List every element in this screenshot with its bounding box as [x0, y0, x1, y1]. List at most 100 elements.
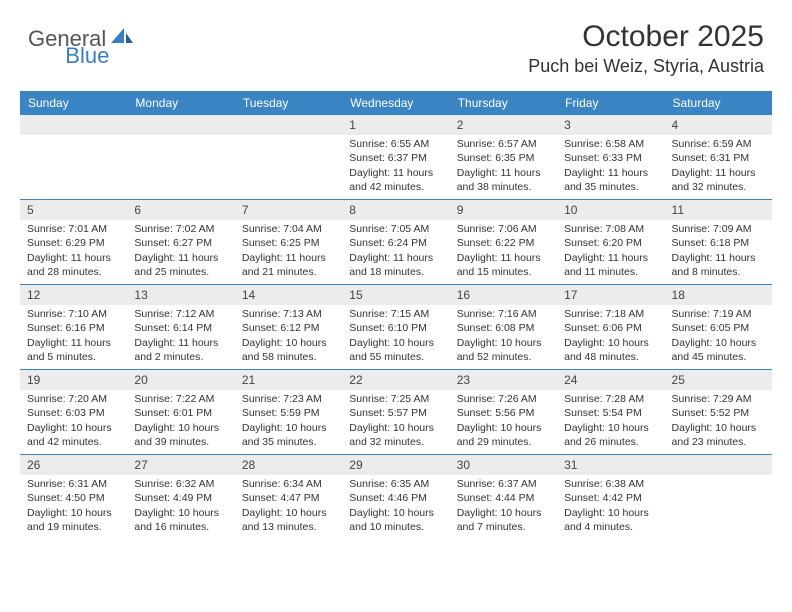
- day-number: 4: [665, 115, 772, 135]
- sunrise-text: Sunrise: 7:05 AM: [349, 222, 442, 236]
- sunrise-text: Sunrise: 6:59 AM: [672, 137, 765, 151]
- day-info: Sunrise: 6:35 AMSunset: 4:46 PMDaylight:…: [342, 475, 449, 538]
- day-number: 2: [450, 115, 557, 135]
- daylight-text: Daylight: 11 hours and 2 minutes.: [134, 336, 227, 364]
- sunrise-text: Sunrise: 6:55 AM: [349, 137, 442, 151]
- day-info: Sunrise: 6:59 AMSunset: 6:31 PMDaylight:…: [665, 135, 772, 198]
- daylight-text: Daylight: 11 hours and 15 minutes.: [457, 251, 550, 279]
- day-cell: 28Sunrise: 6:34 AMSunset: 4:47 PMDayligh…: [235, 455, 342, 539]
- day-cell: 11Sunrise: 7:09 AMSunset: 6:18 PMDayligh…: [665, 200, 772, 284]
- daylight-text: Daylight: 11 hours and 11 minutes.: [564, 251, 657, 279]
- daylight-text: Daylight: 10 hours and 42 minutes.: [27, 421, 120, 449]
- day-info: Sunrise: 6:34 AMSunset: 4:47 PMDaylight:…: [235, 475, 342, 538]
- weekday-header-row: SundayMondayTuesdayWednesdayThursdayFrid…: [20, 91, 772, 115]
- daylight-text: Daylight: 11 hours and 18 minutes.: [349, 251, 442, 279]
- sunset-text: Sunset: 6:03 PM: [27, 406, 120, 420]
- day-number: 1: [342, 115, 449, 135]
- day-info: Sunrise: 6:58 AMSunset: 6:33 PMDaylight:…: [557, 135, 664, 198]
- daylight-text: Daylight: 11 hours and 28 minutes.: [27, 251, 120, 279]
- sunset-text: Sunset: 6:16 PM: [27, 321, 120, 335]
- sunset-text: Sunset: 6:33 PM: [564, 151, 657, 165]
- day-cell: 6Sunrise: 7:02 AMSunset: 6:27 PMDaylight…: [127, 200, 234, 284]
- day-info: Sunrise: 7:05 AMSunset: 6:24 PMDaylight:…: [342, 220, 449, 283]
- day-cell: 1Sunrise: 6:55 AMSunset: 6:37 PMDaylight…: [342, 115, 449, 199]
- day-info: Sunrise: 6:31 AMSunset: 4:50 PMDaylight:…: [20, 475, 127, 538]
- sunrise-text: Sunrise: 7:04 AM: [242, 222, 335, 236]
- day-cell: 5Sunrise: 7:01 AMSunset: 6:29 PMDaylight…: [20, 200, 127, 284]
- sunrise-text: Sunrise: 7:01 AM: [27, 222, 120, 236]
- day-cell: 16Sunrise: 7:16 AMSunset: 6:08 PMDayligh…: [450, 285, 557, 369]
- weekday-label: Friday: [557, 91, 664, 115]
- daylight-text: Daylight: 10 hours and 23 minutes.: [672, 421, 765, 449]
- day-info: Sunrise: 7:22 AMSunset: 6:01 PMDaylight:…: [127, 390, 234, 453]
- week-row: 1 Sunrise: 6:55 AMSunset: 6:37 PM Daylight…: [20, 115, 772, 199]
- sunset-text: Sunset: 5:52 PM: [672, 406, 765, 420]
- daylight-text: Daylight: 10 hours and 45 minutes.: [672, 336, 765, 364]
- sunrise-text: Sunrise: 7:13 AM: [242, 307, 335, 321]
- sunset-text: Sunset: 4:50 PM: [27, 491, 120, 505]
- day-info: Sunrise: 7:26 AMSunset: 5:56 PMDaylight:…: [450, 390, 557, 453]
- day-info: Sunrise: 7:13 AMSunset: 6:12 PMDaylight:…: [235, 305, 342, 368]
- day-info: Sunrise: 7:15 AMSunset: 6:10 PMDaylight:…: [342, 305, 449, 368]
- day-cell: 9Sunrise: 7:06 AMSunset: 6:22 PMDaylight…: [450, 200, 557, 284]
- day-cell: 27Sunrise: 6:32 AMSunset: 4:49 PMDayligh…: [127, 455, 234, 539]
- sunset-text: Sunset: 4:49 PM: [134, 491, 227, 505]
- sunrise-text: Sunrise: 7:28 AM: [564, 392, 657, 406]
- day-info: Sunrise: 7:16 AMSunset: 6:08 PMDaylight:…: [450, 305, 557, 368]
- day-info: Sunrise: 7:28 AMSunset: 5:54 PMDaylight:…: [557, 390, 664, 453]
- sunrise-text: Sunrise: 6:38 AM: [564, 477, 657, 491]
- day-info: Sunrise: 7:06 AMSunset: 6:22 PMDaylight:…: [450, 220, 557, 283]
- day-number: 9: [450, 200, 557, 220]
- sunrise-text: Sunrise: 6:37 AM: [457, 477, 550, 491]
- daylight-text: Daylight: 11 hours and 5 minutes.: [27, 336, 120, 364]
- daylight-text: Daylight: 10 hours and 35 minutes.: [242, 421, 335, 449]
- daylight-text: Daylight: 10 hours and 4 minutes.: [564, 506, 657, 534]
- weekday-label: Wednesday: [342, 91, 449, 115]
- daylight-text: Daylight: 10 hours and 7 minutes.: [457, 506, 550, 534]
- weekday-label: Thursday: [450, 91, 557, 115]
- sunset-text: Sunset: 6:22 PM: [457, 236, 550, 250]
- day-cell: 3Sunrise: 6:58 AMSunset: 6:33 PMDaylight…: [557, 115, 664, 199]
- day-number: 6: [127, 200, 234, 220]
- sunrise-text: Sunrise: 7:25 AM: [349, 392, 442, 406]
- day-cell: 30Sunrise: 6:37 AMSunset: 4:44 PMDayligh…: [450, 455, 557, 539]
- day-info: Sunrise: 7:01 AMSunset: 6:29 PMDaylight:…: [20, 220, 127, 283]
- day-info: Sunrise: 6:37 AMSunset: 4:44 PMDaylight:…: [450, 475, 557, 538]
- weekday-label: Sunday: [20, 91, 127, 115]
- day-cell: 19Sunrise: 7:20 AMSunset: 6:03 PMDayligh…: [20, 370, 127, 454]
- daylight-text: Daylight: 10 hours and 19 minutes.: [27, 506, 120, 534]
- sunset-text: Sunset: 5:54 PM: [564, 406, 657, 420]
- daylight-text: Daylight: 10 hours and 48 minutes.: [564, 336, 657, 364]
- day-number: 27: [127, 455, 234, 475]
- sunset-text: Sunset: 6:06 PM: [564, 321, 657, 335]
- day-info: Sunrise: 7:25 AMSunset: 5:57 PMDaylight:…: [342, 390, 449, 453]
- month-title: October 2025: [528, 20, 764, 54]
- day-number: 15: [342, 285, 449, 305]
- sunrise-text: Sunrise: 7:22 AM: [134, 392, 227, 406]
- day-info: Sunrise: 7:02 AMSunset: 6:27 PMDaylight:…: [127, 220, 234, 283]
- sunrise-text: Sunrise: 7:12 AM: [134, 307, 227, 321]
- week-row: 5Sunrise: 7:01 AMSunset: 6:29 PMDaylight…: [20, 199, 772, 284]
- day-cell: 18Sunrise: 7:19 AMSunset: 6:05 PMDayligh…: [665, 285, 772, 369]
- day-number: 21: [235, 370, 342, 390]
- day-number: 18: [665, 285, 772, 305]
- sunset-text: Sunset: 6:24 PM: [349, 236, 442, 250]
- day-number: 14: [235, 285, 342, 305]
- sunrise-text: Sunrise: 7:23 AM: [242, 392, 335, 406]
- sunrise-text: Sunrise: 7:06 AM: [457, 222, 550, 236]
- day-cell: 17Sunrise: 7:18 AMSunset: 6:06 PMDayligh…: [557, 285, 664, 369]
- sunset-text: Sunset: 5:57 PM: [349, 406, 442, 420]
- daylight-text: Daylight: 11 hours and 32 minutes.: [672, 166, 765, 194]
- day-number: 16: [450, 285, 557, 305]
- sunset-text: Sunset: 6:37 PM: [349, 151, 442, 165]
- day-number: [127, 115, 234, 135]
- sunrise-text: Sunrise: 7:20 AM: [27, 392, 120, 406]
- day-info: Sunrise: 6:32 AMSunset: 4:49 PMDaylight:…: [127, 475, 234, 538]
- sunrise-text: Sunrise: 6:58 AM: [564, 137, 657, 151]
- day-info: Sunrise: 6:57 AMSunset: 6:35 PMDaylight:…: [450, 135, 557, 198]
- daylight-text: Daylight: 10 hours and 10 minutes.: [349, 506, 442, 534]
- daylight-text: Daylight: 10 hours and 29 minutes.: [457, 421, 550, 449]
- day-cell: 31Sunrise: 6:38 AMSunset: 4:42 PMDayligh…: [557, 455, 664, 539]
- day-cell: 24Sunrise: 7:28 AMSunset: 5:54 PMDayligh…: [557, 370, 664, 454]
- daylight-text: Daylight: 10 hours and 52 minutes.: [457, 336, 550, 364]
